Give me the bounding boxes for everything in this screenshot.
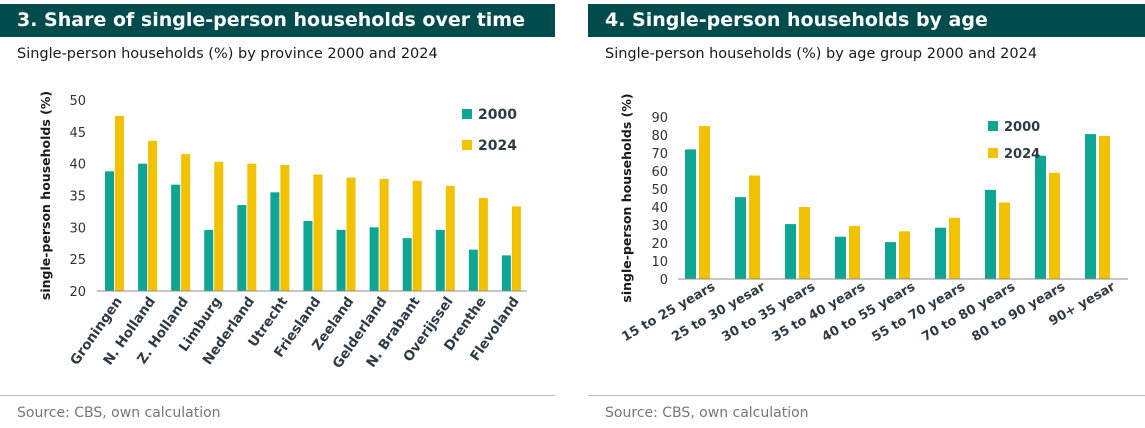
panel-subtitle: Single-person households (%) by age grou… [605,46,1037,62]
y-tick-label: 40 [69,158,86,173]
bar-2024-5 [899,231,910,279]
legend-swatch-2000 [988,121,998,131]
bar-2000-5 [237,205,246,291]
y-axis-label: single-person households (%) [619,93,634,302]
bar-2024-7 [999,203,1010,280]
bar-2024-11 [446,186,455,291]
y-tick-label: 80 [651,129,668,144]
bar-2000-1 [685,149,696,279]
y-tick-label: 40 [651,201,668,216]
y-tick-label: 20 [651,237,668,252]
bar-2024-9 [1099,136,1110,279]
bar-2000-10 [403,238,412,291]
bar-2000-2 [735,197,746,279]
legend-swatch-2024 [988,148,998,158]
bar-2024-1 [699,126,710,279]
bar-2024-2 [148,141,157,291]
bar-2000-6 [935,228,946,279]
source-note: Source: CBS, own calculation [17,405,221,421]
panel-title: 3. Share of single-person households ove… [0,4,555,37]
bar-2000-12 [469,250,478,291]
bar-2024-5 [247,164,256,291]
panel-subtitle: Single-person households (%) by province… [17,46,438,62]
y-tick-label: 20 [69,285,86,300]
bar-2024-3 [181,154,190,291]
bar-2000-9 [370,227,379,291]
bar-2000-9 [1085,134,1096,279]
bar-2000-4 [835,237,846,279]
bar-2024-10 [413,181,422,291]
y-tick-label: 10 [651,255,668,270]
bar-2024-9 [380,179,389,291]
bar-2000-5 [885,242,896,279]
y-tick-label: 70 [651,147,668,162]
bar-2024-6 [280,165,289,291]
panel-title: 4. Single-person households by age [588,4,1145,37]
y-tick-label: 90 [651,111,668,126]
bar-2000-4 [204,230,213,291]
y-tick-label: 30 [651,219,668,234]
bar-2024-8 [347,178,356,291]
bar-2024-6 [949,218,960,279]
bar-2024-4 [849,226,860,279]
bar-2024-2 [749,176,760,280]
age-bar-chart: 0 10 20 30 40 50 60 70 80 90 single-person househo… [588,75,1145,390]
bar-2000-7 [985,190,996,279]
y-tick-label: 25 [69,253,86,268]
bar-2000-1 [105,171,114,291]
y-tick-label: 50 [651,183,668,198]
bar-2000-8 [337,230,346,291]
bar-2000-11 [436,230,445,291]
y-tick-label: 0 [660,273,668,288]
bar-2000-8 [1035,156,1046,279]
y-tick-label: 50 [69,94,86,109]
y-axis-label: single-person households (%) [38,91,53,300]
legend-label: 2024 [478,138,517,154]
bar-2024-4 [214,162,223,291]
bar-2024-1 [115,116,124,291]
bar-2000-7 [303,221,312,291]
bar-2000-3 [171,185,180,291]
y-tick-label: 30 [69,221,86,236]
legend-swatch-2000 [462,109,472,119]
bar-2000-13 [502,255,511,291]
legend-swatch-2024 [462,140,472,150]
y-tick-label: 45 [69,126,86,141]
divider [0,395,555,396]
legend-label: 2024 [1004,147,1040,162]
bar-2000-3 [785,224,796,279]
bar-2000-2 [138,164,147,291]
legend-label: 2000 [478,107,517,123]
legend-label: 2000 [1004,120,1040,135]
y-tick-label: 60 [651,165,668,180]
source-note: Source: CBS, own calculation [605,405,809,421]
bar-2024-8 [1049,173,1060,279]
province-bar-chart: 20 25 30 35 40 45 50 single-person households (… [0,75,555,390]
bar-2024-3 [799,207,810,279]
bar-2024-7 [313,174,322,291]
bar-2000-6 [270,192,279,291]
bar-2024-12 [479,198,488,291]
divider [588,395,1145,396]
y-tick-label: 35 [69,190,86,205]
bar-2024-13 [512,206,521,291]
